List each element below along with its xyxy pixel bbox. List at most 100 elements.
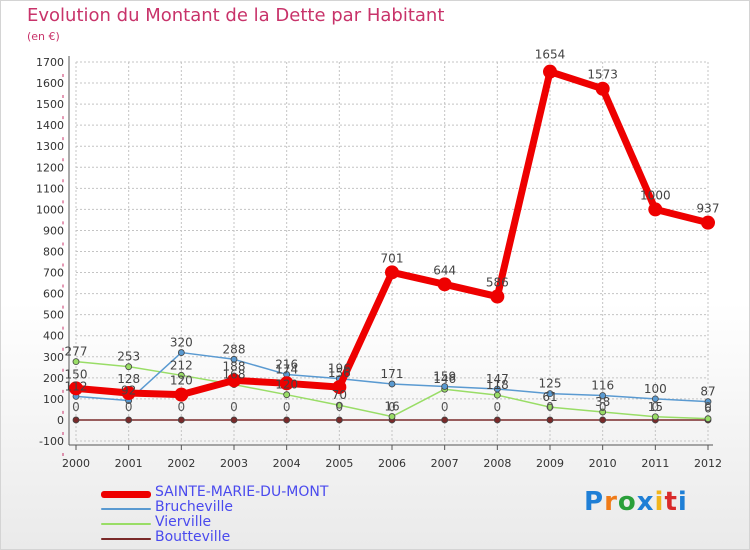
legend-label: Boutteville (155, 529, 231, 545)
data-point-0 (174, 387, 189, 402)
data-point-1 (546, 390, 554, 398)
data-label-2: 120 (275, 378, 298, 392)
data-label-0: 586 (486, 276, 509, 290)
data-point-0 (69, 381, 83, 396)
data-label-1: 100 (644, 382, 667, 396)
data-label-3: 0 (230, 400, 238, 414)
y-tick-label: 1100 (36, 182, 64, 195)
logo-letter: o (617, 487, 637, 517)
data-label-0: 120 (170, 374, 193, 388)
legend-swatch (101, 523, 151, 525)
x-tick-label: 2008 (483, 457, 511, 470)
y-tick-label: 700 (43, 267, 64, 280)
data-point-2 (72, 358, 80, 366)
data-label-1: 288 (223, 342, 246, 356)
x-tick-label: 2003 (220, 457, 248, 470)
y-tick-label: -100 (39, 435, 64, 448)
y-tick-label: 100 (43, 393, 64, 406)
data-label-1: 116 (591, 379, 614, 393)
y-tick-label: 400 (43, 330, 64, 343)
y-tick-label: 600 (43, 288, 64, 301)
logo-letter: i (654, 487, 665, 517)
data-point-0 (279, 376, 294, 391)
data-point-1 (493, 385, 501, 393)
data-label-0: 644 (433, 263, 456, 277)
x-tick-label: 2010 (589, 457, 617, 470)
x-tick-label: 2007 (431, 457, 459, 470)
data-label-3: 0 (652, 400, 660, 414)
data-point-0 (543, 64, 557, 79)
data-point-3 (599, 416, 607, 424)
data-label-1: 171 (381, 367, 404, 381)
data-point-2 (546, 403, 554, 411)
x-tick-label: 2009 (536, 457, 564, 470)
y-tick-label: 1400 (36, 119, 64, 132)
data-label-0: 1000 (640, 188, 671, 202)
chart-title: Evolution du Montant de la Dette par Hab… (27, 5, 445, 26)
data-point-3 (493, 416, 501, 424)
x-tick-label: 2004 (273, 457, 301, 470)
data-point-1 (177, 349, 185, 356)
data-point-2 (283, 391, 291, 399)
data-label-0: 1573 (587, 68, 618, 82)
legend-label: SAINTE-MARIE-DU-MONT (155, 484, 329, 500)
data-point-2 (651, 413, 659, 421)
data-label-2: 168 (223, 368, 246, 382)
legend-swatch (101, 538, 151, 540)
data-label-2: 253 (117, 350, 140, 364)
logo-letter: x (636, 487, 655, 517)
data-label-0: 701 (381, 251, 404, 265)
logo-letter: P (584, 487, 605, 517)
data-label-0: 156 (328, 366, 351, 380)
y-tick-label: 0 (57, 414, 64, 427)
legend-label: Vierville (155, 514, 212, 530)
y-tick-label: 300 (43, 351, 64, 364)
data-point-1 (599, 392, 607, 399)
data-point-0 (701, 215, 715, 230)
data-label-0: 150 (65, 367, 88, 381)
data-point-3 (125, 416, 133, 424)
data-label-1: 216 (275, 357, 298, 371)
data-point-0 (332, 380, 347, 395)
data-point-0 (648, 202, 663, 217)
data-point-2 (388, 413, 396, 420)
data-label-3: 0 (283, 400, 291, 414)
data-point-0 (595, 81, 610, 96)
legend-swatch (101, 491, 151, 498)
data-label-3: 0 (546, 400, 554, 414)
data-point-1 (388, 380, 396, 388)
data-label-3: 0 (125, 400, 133, 414)
x-tick-label: 2012 (694, 457, 722, 470)
data-point-3 (441, 416, 449, 424)
data-point-2 (125, 363, 133, 371)
logo-letter: r (604, 487, 618, 517)
data-point-1 (704, 398, 712, 406)
data-point-2 (493, 391, 501, 399)
y-tick-label: 1600 (36, 77, 64, 90)
data-point-1 (230, 355, 238, 363)
data-point-2 (177, 371, 185, 379)
data-label-2: 212 (170, 358, 193, 372)
data-label-3: 0 (388, 400, 396, 414)
data-point-3 (335, 416, 343, 424)
chart-subtitle: (en €) (27, 30, 60, 43)
data-point-1 (651, 395, 659, 403)
x-tick-label: 2002 (167, 457, 195, 470)
data-point-0 (490, 289, 505, 304)
data-label-0: 937 (697, 202, 720, 216)
data-label-1: 196 (328, 362, 351, 376)
y-tick-label: 500 (43, 309, 64, 322)
x-tick-label: 2000 (62, 457, 90, 470)
logo-letter: i (677, 487, 688, 517)
y-tick-label: 1300 (36, 140, 64, 153)
data-label-2: 146 (433, 372, 456, 386)
y-tick-label: 800 (43, 246, 64, 259)
data-label-0: 128 (117, 372, 140, 386)
data-point-3 (230, 416, 238, 424)
data-label-2: 118 (486, 378, 509, 392)
data-point-3 (72, 416, 80, 424)
data-label-2: 277 (65, 345, 88, 359)
data-label-0: 188 (223, 359, 246, 373)
